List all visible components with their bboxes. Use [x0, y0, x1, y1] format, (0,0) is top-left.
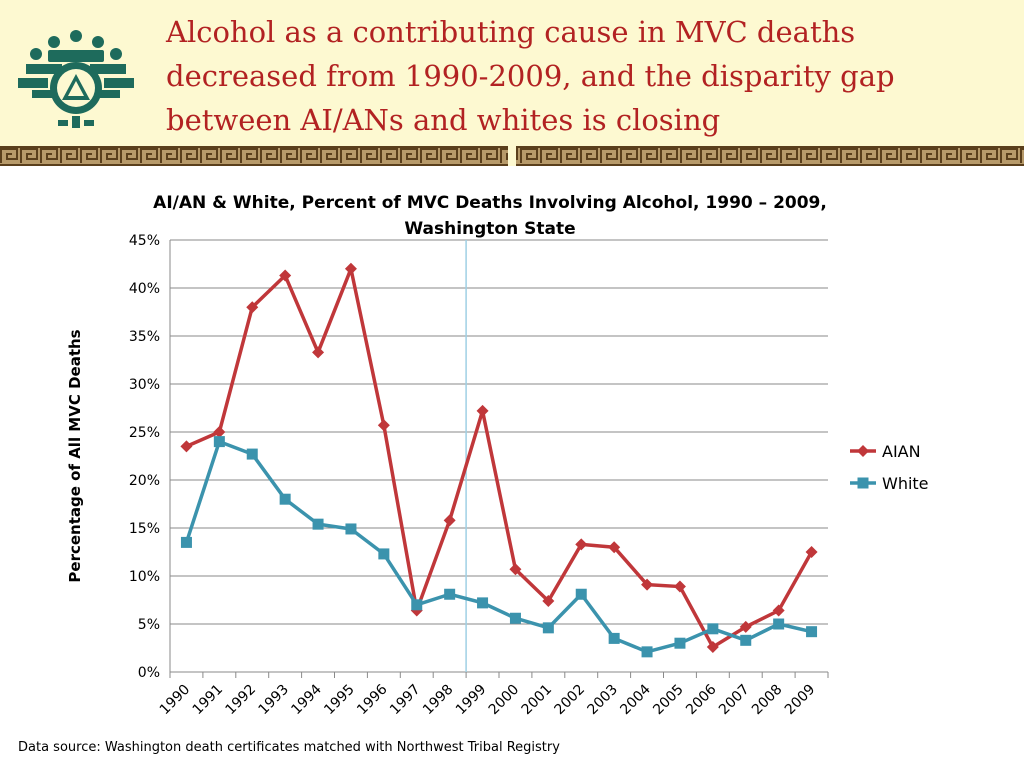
data-point-white [608, 632, 620, 644]
decorative-border-band [0, 146, 1024, 166]
data-point-white [246, 448, 258, 460]
data-point-aian [509, 563, 522, 576]
data-source-note: Data source: Washington death certificat… [18, 740, 560, 755]
x-tick-label: 2004 [617, 681, 654, 718]
y-tick-label: 10% [129, 569, 160, 585]
x-tick-label: 1997 [387, 682, 424, 719]
data-point-white [378, 548, 390, 560]
data-point-white [773, 618, 785, 630]
y-tick-label: 5% [138, 617, 160, 633]
data-point-white [444, 588, 456, 600]
data-point-white [477, 597, 489, 609]
data-point-white [674, 637, 686, 649]
data-point-white [213, 436, 225, 448]
data-point-white [740, 634, 752, 646]
legend-marker-white [857, 477, 869, 489]
data-point-white [279, 493, 291, 505]
data-point-white [707, 623, 719, 635]
data-point-white [806, 626, 818, 638]
data-point-aian [279, 269, 292, 282]
x-tick-label: 1992 [223, 682, 260, 719]
legend-label-aian: AIAN [882, 442, 921, 461]
data-point-aian [443, 514, 456, 527]
data-point-aian [213, 426, 226, 438]
data-point-aian [739, 620, 752, 633]
y-tick-label: 35% [129, 329, 160, 345]
x-tick-label: 2007 [716, 682, 753, 719]
series-line-aian [185, 267, 814, 649]
chart-title: AI/AN & White, Percent of MVC Deaths Inv… [153, 193, 827, 239]
data-point-aian [608, 541, 621, 554]
y-tick-label: 30% [129, 377, 160, 393]
y-tick-label: 15% [129, 521, 160, 537]
data-point-aian [673, 580, 686, 593]
series-line-white [184, 439, 812, 654]
x-tick-label: 1993 [255, 682, 292, 719]
data-point-aian [344, 262, 357, 275]
data-point-white [345, 523, 357, 535]
legend-marker-aian [857, 445, 869, 457]
x-tick-label: 2003 [584, 682, 621, 719]
x-tick-label: 1991 [190, 682, 227, 719]
data-point-aian [180, 440, 193, 453]
data-point-aian [542, 594, 555, 607]
data-point-aian [641, 578, 654, 591]
data-point-white [180, 536, 192, 548]
slide-header: Alcohol as a contributing cause in MVC d… [0, 0, 1024, 146]
x-tick-label: 1994 [288, 681, 325, 718]
x-tick-label: 2006 [683, 681, 720, 718]
slide-title: Alcohol as a contributing cause in MVC d… [166, 15, 895, 137]
legend-label-white: White [882, 474, 929, 493]
data-point-white [575, 588, 587, 600]
data-point-aian [575, 538, 588, 551]
data-point-white [312, 518, 324, 530]
tribal-emblem-icon [18, 30, 134, 128]
x-tick-label: 2008 [749, 682, 786, 719]
data-point-white [411, 599, 423, 611]
x-tick-label: 2005 [650, 682, 687, 719]
x-tick-label: 2000 [486, 682, 523, 719]
x-tick-label: 2009 [782, 682, 819, 719]
y-tick-label: 20% [129, 473, 160, 489]
data-point-aian [476, 404, 489, 417]
data-point-aian [312, 346, 325, 359]
data-point-white [641, 646, 653, 658]
x-tick-label: 1996 [354, 681, 391, 718]
data-point-white [542, 622, 554, 634]
x-tick-label: 1990 [157, 682, 194, 719]
data-point-aian [706, 641, 719, 654]
x-tick-label: 2002 [552, 682, 589, 719]
data-point-white [509, 612, 521, 624]
y-tick-label: 40% [129, 281, 160, 297]
y-axis-title: Percentage of All MVC Deaths [66, 329, 84, 582]
x-tick-label: 2001 [519, 682, 556, 719]
data-point-aian [246, 301, 259, 314]
x-tick-label: 1999 [453, 682, 490, 719]
y-tick-label: 45% [129, 233, 160, 249]
y-tick-label: 0% [138, 665, 160, 681]
y-tick-label: 25% [129, 425, 160, 441]
data-point-aian [377, 419, 390, 432]
data-point-aian [772, 604, 785, 617]
x-tick-label: 1995 [321, 682, 358, 719]
data-point-aian [805, 546, 818, 558]
x-tick-label: 1998 [420, 682, 457, 719]
